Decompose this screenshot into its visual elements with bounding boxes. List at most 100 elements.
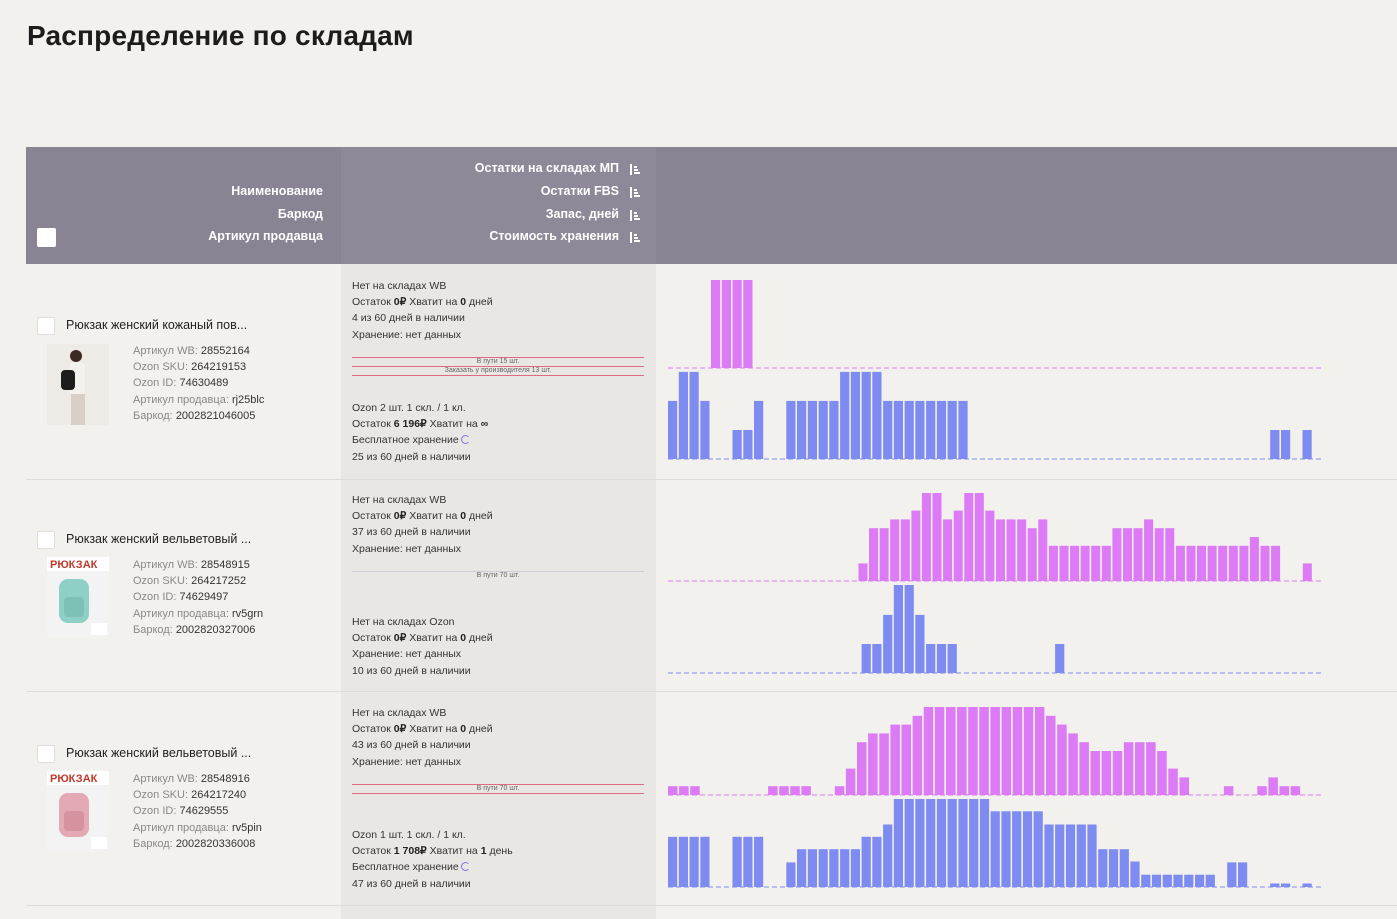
wb-stock-bar[interactable] <box>1144 519 1154 581</box>
ozon-stock-bar[interactable] <box>872 836 882 887</box>
wb-stock-bar[interactable] <box>1080 545 1090 581</box>
product-name[interactable]: Рюкзак женский кожаный пов... <box>66 318 248 332</box>
ozon-stock-bar[interactable] <box>840 371 850 459</box>
wb-stock-bar[interactable] <box>1112 751 1123 795</box>
header-name[interactable]: Наименование <box>231 184 323 198</box>
ozon-stock-bar[interactable] <box>786 862 796 887</box>
wb-stock-bar[interactable] <box>1154 528 1164 581</box>
ozon-stock-bar[interactable] <box>947 400 957 459</box>
header-barcode[interactable]: Баркод <box>277 207 323 221</box>
ozon-stock-bar[interactable] <box>1012 811 1022 887</box>
wb-stock-bar[interactable] <box>985 510 995 581</box>
wb-stock-bar[interactable] <box>779 786 789 795</box>
ozon-stock-bar[interactable] <box>883 614 893 673</box>
ozon-stock-bar[interactable] <box>689 836 699 887</box>
wb-stock-bar[interactable] <box>879 528 889 581</box>
wb-stock-bar[interactable] <box>1186 545 1196 581</box>
ozon-stock-bar[interactable] <box>893 400 903 459</box>
ozon-stock-bar[interactable] <box>1022 811 1033 887</box>
ozon-stock-bar[interactable] <box>1302 430 1312 459</box>
row-checkbox[interactable] <box>37 531 55 549</box>
ozon-stock-bar[interactable] <box>1281 883 1291 888</box>
wb-stock-bar[interactable] <box>1175 545 1185 581</box>
header-fbs-stock[interactable]: Остатки FBS <box>540 184 619 198</box>
ozon-stock-bar[interactable] <box>743 836 753 887</box>
wb-stock-bar[interactable] <box>1034 707 1045 795</box>
ozon-stock-bar[interactable] <box>1076 824 1086 888</box>
wb-stock-bar[interactable] <box>1223 786 1234 795</box>
ozon-stock-bar[interactable] <box>850 849 860 887</box>
wb-stock-bar[interactable] <box>1179 777 1190 795</box>
wb-stock-bar[interactable] <box>1207 545 1217 581</box>
wb-stock-bar[interactable] <box>1046 715 1056 795</box>
ozon-stock-bar[interactable] <box>1087 824 1097 888</box>
wb-stock-bar[interactable] <box>1038 519 1048 581</box>
product-photo[interactable] <box>47 344 109 425</box>
ozon-stock-bar[interactable] <box>1055 824 1065 888</box>
ozon-stock-bar[interactable] <box>947 799 957 887</box>
ozon-stock-bar[interactable] <box>1055 644 1065 673</box>
header-mp-stock[interactable]: Остатки на складах МП <box>474 161 619 175</box>
ozon-stock-bar[interactable] <box>1119 849 1129 887</box>
wb-stock-bar[interactable] <box>890 519 900 581</box>
ozon-stock-bar[interactable] <box>1281 430 1291 459</box>
wb-stock-bar[interactable] <box>943 519 953 581</box>
ozon-stock-bar[interactable] <box>732 430 742 459</box>
ozon-stock-bar[interactable] <box>678 371 688 459</box>
wb-stock-bar[interactable] <box>857 742 867 795</box>
wb-stock-bar[interactable] <box>996 519 1005 581</box>
ozon-stock-bar[interactable] <box>861 836 871 887</box>
ozon-stock-bar[interactable] <box>754 400 764 459</box>
ozon-stock-bar[interactable] <box>1238 862 1248 887</box>
row-checkbox[interactable] <box>37 317 55 335</box>
sort-icon[interactable] <box>630 164 640 175</box>
wb-stock-bar[interactable] <box>834 786 845 795</box>
wb-stock-bar[interactable] <box>932 493 942 581</box>
ozon-stock-bar[interactable] <box>786 400 796 459</box>
wb-stock-bar[interactable] <box>1091 545 1101 581</box>
wb-stock-bar[interactable] <box>1048 545 1058 581</box>
wb-stock-bar[interactable] <box>690 786 700 795</box>
wb-stock-bar[interactable] <box>1168 768 1178 795</box>
wb-stock-bar[interactable] <box>911 510 921 581</box>
ozon-stock-bar[interactable] <box>1184 874 1194 887</box>
ozon-stock-bar[interactable] <box>807 400 817 459</box>
wb-stock-bar[interactable] <box>953 510 963 581</box>
wb-stock-bar[interactable] <box>921 493 931 581</box>
ozon-stock-bar[interactable] <box>893 585 903 673</box>
row-checkbox[interactable] <box>37 745 55 763</box>
wb-stock-bar[interactable] <box>1257 786 1267 795</box>
wb-stock-bar[interactable] <box>868 733 878 795</box>
header-storage-cost[interactable]: Стоимость хранения <box>489 229 619 243</box>
wb-stock-bar[interactable] <box>1090 751 1101 795</box>
wb-stock-bar[interactable] <box>1112 528 1122 581</box>
ozon-stock-bar[interactable] <box>818 400 828 459</box>
wb-stock-bar[interactable] <box>1197 545 1206 581</box>
product-name[interactable]: Рюкзак женский вельветовый ... <box>66 746 252 760</box>
product-photo[interactable]: РЮКЗАК <box>47 771 109 852</box>
ozon-stock-bar[interactable] <box>829 400 839 459</box>
wb-stock-bar[interactable] <box>974 493 984 581</box>
wb-stock-bar[interactable] <box>1001 707 1012 795</box>
wb-stock-bar[interactable] <box>879 733 889 795</box>
ozon-stock-bar[interactable] <box>829 849 839 887</box>
wb-stock-bar[interactable] <box>1302 563 1312 581</box>
wb-stock-bar[interactable] <box>1006 519 1016 581</box>
ozon-stock-bar[interactable] <box>850 371 860 459</box>
header-reserve-days[interactable]: Запас, дней <box>545 207 619 221</box>
ozon-stock-bar[interactable] <box>872 644 882 673</box>
wb-stock-bar[interactable] <box>768 786 778 795</box>
ozon-stock-bar[interactable] <box>936 400 947 459</box>
wb-stock-bar[interactable] <box>743 280 753 368</box>
ozon-stock-bar[interactable] <box>1108 849 1119 887</box>
product-name[interactable]: Рюкзак женский вельветовый ... <box>66 532 252 546</box>
wb-stock-bar[interactable] <box>1059 545 1069 581</box>
ozon-stock-bar[interactable] <box>926 400 936 459</box>
ozon-stock-bar[interactable] <box>861 644 871 673</box>
wb-stock-bar[interactable] <box>1070 545 1080 581</box>
wb-stock-bar[interactable] <box>1012 707 1023 795</box>
wb-stock-bar[interactable] <box>1228 545 1238 581</box>
ozon-stock-bar[interactable] <box>926 799 936 887</box>
wb-stock-bar[interactable] <box>1279 786 1290 795</box>
ozon-stock-bar[interactable] <box>1270 430 1280 459</box>
